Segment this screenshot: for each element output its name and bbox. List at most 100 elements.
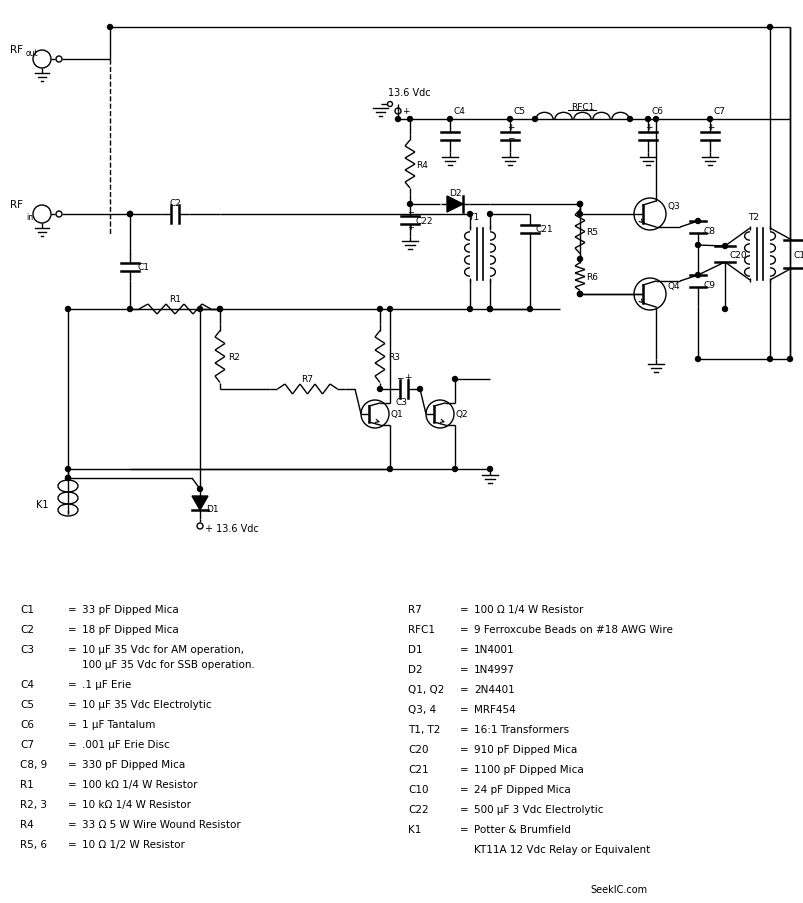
Text: =: = [68,679,76,689]
Text: +: + [403,373,411,382]
Circle shape [452,377,457,382]
Text: R1: R1 [169,294,181,303]
Text: C8, 9: C8, 9 [20,759,47,769]
Text: Q4: Q4 [667,282,680,291]
Circle shape [695,243,699,248]
Text: 100 μF 35 Vdc for SSB operation.: 100 μF 35 Vdc for SSB operation. [82,659,255,669]
Circle shape [198,487,202,492]
Text: −: − [507,134,514,143]
Text: C21: C21 [536,225,553,234]
Circle shape [407,117,412,123]
Circle shape [218,307,222,312]
Text: +: + [706,124,714,133]
Text: R7: R7 [407,604,422,614]
Text: 9 Ferroxcube Beads on #18 AWG Wire: 9 Ferroxcube Beads on #18 AWG Wire [474,624,672,634]
Circle shape [197,524,202,529]
Text: =: = [68,699,76,709]
Text: C22: C22 [415,218,433,227]
Text: 10 μF 35 Vdc for AM operation,: 10 μF 35 Vdc for AM operation, [82,644,243,655]
Text: Q1, Q2: Q1, Q2 [407,684,444,694]
Circle shape [487,467,492,472]
Text: −: − [396,373,403,382]
Circle shape [653,117,658,123]
Text: 1100 pF Dipped Mica: 1100 pF Dipped Mica [474,764,583,774]
Text: K1: K1 [407,824,421,834]
Circle shape [695,274,699,278]
Text: 330 pF Dipped Mica: 330 pF Dipped Mica [82,759,185,769]
Polygon shape [446,197,463,213]
Text: R5, 6: R5, 6 [20,839,47,849]
Text: C7: C7 [713,107,725,116]
Circle shape [108,25,112,31]
Circle shape [387,307,392,312]
Circle shape [645,117,650,123]
Text: C9: C9 [703,280,715,289]
Circle shape [387,467,392,472]
Text: Q3, 4: Q3, 4 [407,704,435,714]
Text: C2: C2 [20,624,34,634]
Text: =: = [459,724,468,734]
Text: =: = [68,799,76,809]
Text: MRF454: MRF454 [474,704,515,714]
Text: =: = [68,604,76,614]
Circle shape [626,117,632,123]
Circle shape [577,202,582,208]
Text: C4: C4 [454,107,465,116]
Text: =: = [459,704,468,714]
Circle shape [532,117,537,123]
Text: C4: C4 [20,679,34,689]
Text: =: = [459,824,468,834]
Circle shape [407,202,412,208]
Text: 33 Ω 5 W Wire Wound Resistor: 33 Ω 5 W Wire Wound Resistor [82,819,240,829]
Text: 500 μF 3 Vdc Electrolytic: 500 μF 3 Vdc Electrolytic [474,804,603,815]
Circle shape [487,307,492,312]
Text: =: = [459,804,468,815]
Circle shape [198,307,202,312]
Text: C22: C22 [407,804,428,815]
Text: =: = [68,644,76,655]
Text: =: = [459,684,468,694]
Text: 24 pF Dipped Mica: 24 pF Dipped Mica [474,784,570,794]
Circle shape [577,257,582,262]
Circle shape [695,219,699,224]
Text: 2N4401: 2N4401 [474,684,514,694]
Text: C20: C20 [729,250,747,259]
Text: T1, T2: T1, T2 [407,724,440,734]
Circle shape [487,212,492,218]
Circle shape [218,307,222,312]
Circle shape [65,467,71,472]
Text: in: in [26,213,33,222]
Text: R2, 3: R2, 3 [20,799,47,809]
Text: =: = [68,719,76,730]
Text: C20: C20 [407,744,428,754]
Text: C6: C6 [20,719,34,730]
Text: C1: C1 [20,604,34,614]
Circle shape [467,212,472,218]
Circle shape [707,117,711,123]
Text: C5: C5 [20,699,34,709]
Text: =: = [459,665,468,675]
Text: =: = [459,764,468,774]
Text: 13.6 Vdc: 13.6 Vdc [388,88,430,98]
Text: D1: D1 [206,505,218,514]
Text: R4: R4 [20,819,34,829]
Text: RF: RF [10,200,23,209]
Circle shape [447,117,452,123]
Text: RF: RF [10,45,23,55]
Text: −: − [406,209,414,218]
Text: D1: D1 [407,644,422,655]
Text: +: + [402,107,409,116]
Text: 10 kΩ 1/4 W Resistor: 10 kΩ 1/4 W Resistor [82,799,191,809]
Text: 910 pF Dipped Mica: 910 pF Dipped Mica [474,744,577,754]
Text: Q1: Q1 [390,410,403,419]
Circle shape [128,212,132,218]
Circle shape [786,357,792,362]
Circle shape [577,202,582,208]
Text: 33 pF Dipped Mica: 33 pF Dipped Mica [82,604,178,614]
Text: 100 kΩ 1/4 W Resistor: 100 kΩ 1/4 W Resistor [82,779,198,789]
Text: T1: T1 [467,212,479,221]
Circle shape [417,387,422,392]
Text: .1 μF Erie: .1 μF Erie [82,679,131,689]
Text: =: = [68,779,76,789]
Text: =: = [68,819,76,829]
